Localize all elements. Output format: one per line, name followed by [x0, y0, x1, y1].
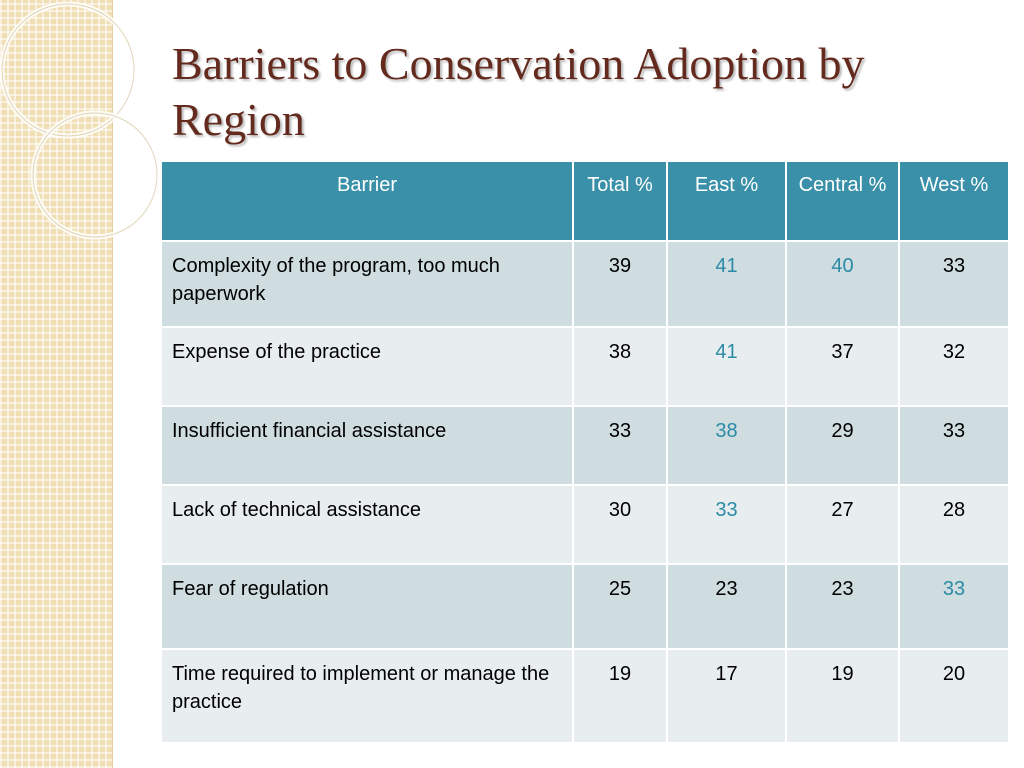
decorative-ring-upper-edge — [1, 3, 135, 137]
table-header-row: Barrier Total % East % Central % West % — [160, 160, 1010, 242]
page-title: Barriers to Conservation Adoption by Reg… — [172, 38, 865, 145]
total-cell: 25 — [572, 563, 668, 650]
barrier-cell: Complexity of the program, too much pape… — [160, 240, 574, 328]
west-cell: 28 — [898, 484, 1010, 565]
total-cell: 19 — [572, 648, 668, 744]
table-row: Insufficient financial assistance 33 38 … — [160, 405, 1010, 486]
west-cell: 33 — [898, 405, 1010, 486]
column-header-total: Total % — [572, 160, 668, 242]
west-cell: 33 — [898, 240, 1010, 328]
decorative-rings — [0, 1, 160, 240]
column-header-east: East % — [666, 160, 787, 242]
total-cell: 30 — [572, 484, 668, 565]
west-cell: 20 — [898, 648, 1010, 744]
east-cell: 33 — [666, 484, 787, 565]
east-cell: 41 — [666, 240, 787, 328]
east-cell: 23 — [666, 563, 787, 650]
barrier-cell: Expense of the practice — [160, 326, 574, 407]
east-cell: 38 — [666, 405, 787, 486]
central-cell: 19 — [785, 648, 900, 744]
total-cell: 39 — [572, 240, 668, 328]
central-cell: 29 — [785, 405, 900, 486]
barrier-cell: Lack of technical assistance — [160, 484, 574, 565]
barriers-table: Barrier Total % East % Central % West % … — [160, 160, 1010, 744]
east-cell: 41 — [666, 326, 787, 407]
table-row: Complexity of the program, too much pape… — [160, 240, 1010, 328]
column-header-west: West % — [898, 160, 1010, 242]
column-header-central: Central % — [785, 160, 900, 242]
barrier-cell: Insufficient financial assistance — [160, 405, 574, 486]
total-cell: 38 — [572, 326, 668, 407]
central-cell: 37 — [785, 326, 900, 407]
barrier-cell: Fear of regulation — [160, 563, 574, 650]
decorative-ring-lower-edge — [32, 112, 158, 238]
central-cell: 40 — [785, 240, 900, 328]
total-cell: 33 — [572, 405, 668, 486]
table-row: Fear of regulation 25 23 23 33 — [160, 563, 1010, 650]
table-row: Expense of the practice 38 41 37 32 — [160, 326, 1010, 407]
column-header-barrier: Barrier — [160, 160, 574, 242]
west-cell: 32 — [898, 326, 1010, 407]
central-cell: 27 — [785, 484, 900, 565]
barrier-cell: Time required to implement or manage the… — [160, 648, 574, 744]
west-cell: 33 — [898, 563, 1010, 650]
table-row: Time required to implement or manage the… — [160, 648, 1010, 744]
east-cell: 17 — [666, 648, 787, 744]
central-cell: 23 — [785, 563, 900, 650]
table-row: Lack of technical assistance 30 33 27 28 — [160, 484, 1010, 565]
